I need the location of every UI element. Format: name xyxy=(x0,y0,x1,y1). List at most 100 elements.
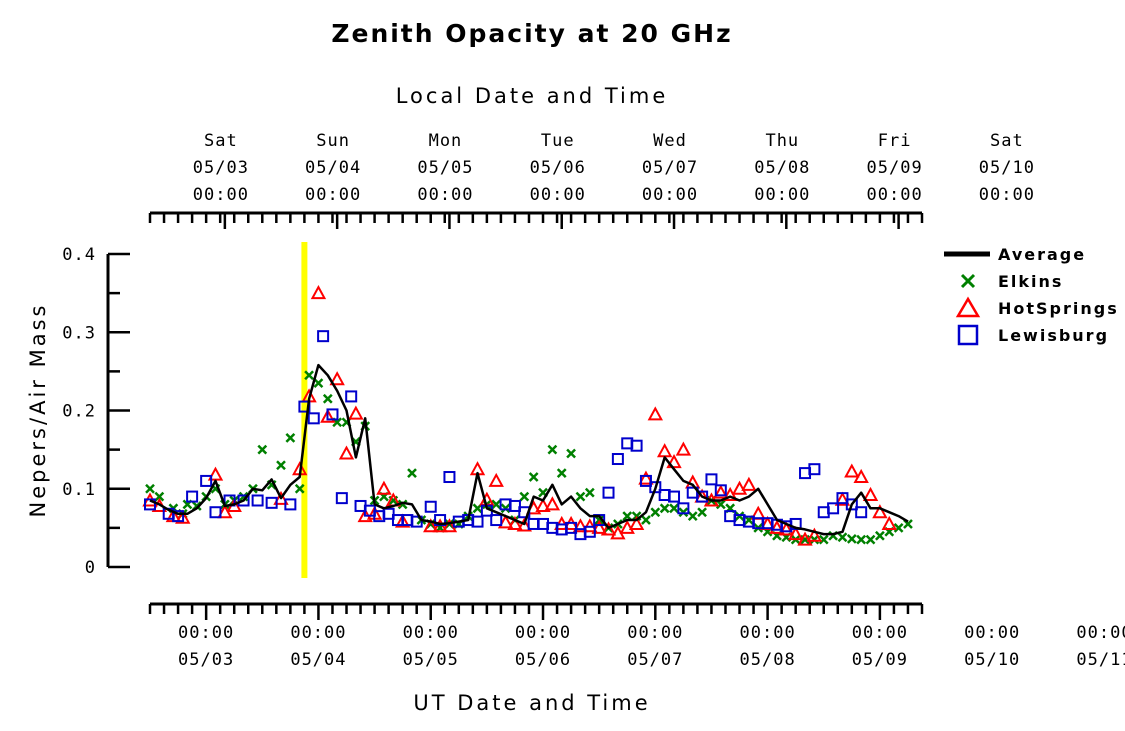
hotsprings-point xyxy=(544,496,561,511)
hotsprings-point xyxy=(600,521,617,536)
lewisburg-point xyxy=(443,471,456,484)
y-tick-label: 0.2 xyxy=(62,402,96,422)
hotsprings-point xyxy=(310,285,327,300)
local-tick-day: Fri xyxy=(878,131,912,151)
ut-tick-time: 00:00 xyxy=(515,623,571,643)
elkins-point xyxy=(893,522,904,533)
elkins-point xyxy=(322,393,333,404)
chart-title: Zenith Opacity at 20 GHz xyxy=(331,19,732,48)
axes xyxy=(106,211,924,620)
x-stroke xyxy=(313,378,324,388)
x-stroke xyxy=(856,534,867,545)
lewisburg-point xyxy=(209,506,222,519)
lewisburg-point xyxy=(144,498,156,511)
ut-tick-date: 05/10 xyxy=(964,650,1020,670)
x-stroke xyxy=(960,273,976,289)
elkins-point xyxy=(547,444,558,455)
ut-tick-time: 00:00 xyxy=(627,623,683,643)
elkins-point xyxy=(294,483,305,494)
lewisburg-point xyxy=(284,498,297,511)
elkins-point xyxy=(875,530,885,541)
ut-tick-time: 00:00 xyxy=(290,623,346,643)
lewisburg-point xyxy=(265,496,278,509)
x-stroke xyxy=(575,491,586,502)
lewisburg-point xyxy=(630,439,643,452)
lewisburg-point xyxy=(808,463,821,476)
hotsprings-point xyxy=(647,406,663,421)
x-stroke xyxy=(566,448,576,459)
x-stroke xyxy=(304,370,314,381)
ut-tick-time: 00:00 xyxy=(178,623,234,643)
lewisburg-point xyxy=(827,502,840,515)
hotsprings-point xyxy=(797,531,813,546)
ut-tick-date: 05/07 xyxy=(627,650,683,670)
lewisburg-point xyxy=(714,484,727,497)
hotsprings-point xyxy=(175,509,191,524)
ut-tick-time: 00:00 xyxy=(852,623,908,643)
elkins-point xyxy=(584,487,595,498)
lewisburg-point xyxy=(611,453,624,466)
x-stroke xyxy=(491,499,502,510)
ut-tick-time: 00:00 xyxy=(1076,623,1125,643)
lewisburg-point xyxy=(855,506,868,519)
lewisburg-point xyxy=(307,412,320,425)
x-stroke xyxy=(257,444,268,455)
y-tick-label: 0 xyxy=(85,558,96,578)
local-tick-time: 00:00 xyxy=(193,185,249,205)
x-stroke xyxy=(519,491,530,502)
legend-swatch xyxy=(955,296,981,318)
local-tick-date: 05/08 xyxy=(754,158,810,178)
ut-tick-date: 05/03 xyxy=(178,650,234,670)
top-axis-label: Local Date and Time xyxy=(396,84,669,108)
lewisburg-point xyxy=(471,515,484,528)
elkins-point xyxy=(519,491,530,502)
elkins-point xyxy=(837,532,848,543)
ut-tick-time: 00:00 xyxy=(403,623,459,643)
elkins-point xyxy=(257,444,268,455)
x-stroke xyxy=(687,511,698,522)
elkins-point xyxy=(659,503,670,514)
elkins-point xyxy=(641,515,651,525)
hotsprings-point xyxy=(497,514,514,529)
legend-item-elkins: Elkins xyxy=(960,272,1061,291)
x-stroke xyxy=(294,483,305,494)
elkins-point xyxy=(500,503,511,514)
lewisburg-point xyxy=(410,515,423,528)
ut-tick-time: 00:00 xyxy=(740,623,796,643)
hotsprings-point xyxy=(731,480,748,495)
local-tick-day: Sat xyxy=(204,131,238,151)
local-tick-date: 05/09 xyxy=(867,158,923,178)
local-tick-time: 00:00 xyxy=(754,185,810,205)
elkins-point xyxy=(734,511,745,522)
elkins-point xyxy=(575,491,586,502)
x-stroke xyxy=(865,534,876,545)
local-tick-date: 05/07 xyxy=(642,158,698,178)
x-stroke xyxy=(893,522,904,533)
elkins-point xyxy=(846,533,857,544)
local-tick-time: 00:00 xyxy=(867,185,923,205)
x-stroke xyxy=(903,519,913,529)
hotsprings-point xyxy=(862,486,879,502)
hotsprings-point xyxy=(348,405,364,420)
x-stroke xyxy=(678,507,689,518)
lewisburg-point xyxy=(705,473,718,486)
lewisburg-point xyxy=(237,494,250,507)
x-stroke xyxy=(584,487,595,498)
legend-label: Lewisburg xyxy=(998,326,1109,345)
x-stroke xyxy=(556,468,567,478)
elkins-point xyxy=(856,534,867,545)
y-axis-label: Nepers/Air Mass xyxy=(26,303,50,518)
elkins-point xyxy=(154,491,165,502)
hotsprings-point xyxy=(787,526,804,541)
x-stroke xyxy=(322,393,333,404)
local-tick-time: 00:00 xyxy=(642,185,698,205)
elkins-point xyxy=(407,468,417,478)
x-stroke xyxy=(276,460,286,471)
elkins-point xyxy=(697,507,707,518)
elkins-point xyxy=(865,534,876,545)
x-stroke xyxy=(500,503,511,514)
hotsprings-point xyxy=(844,463,860,478)
x-stroke xyxy=(659,503,670,514)
ut-tick-date: 05/09 xyxy=(852,650,908,670)
